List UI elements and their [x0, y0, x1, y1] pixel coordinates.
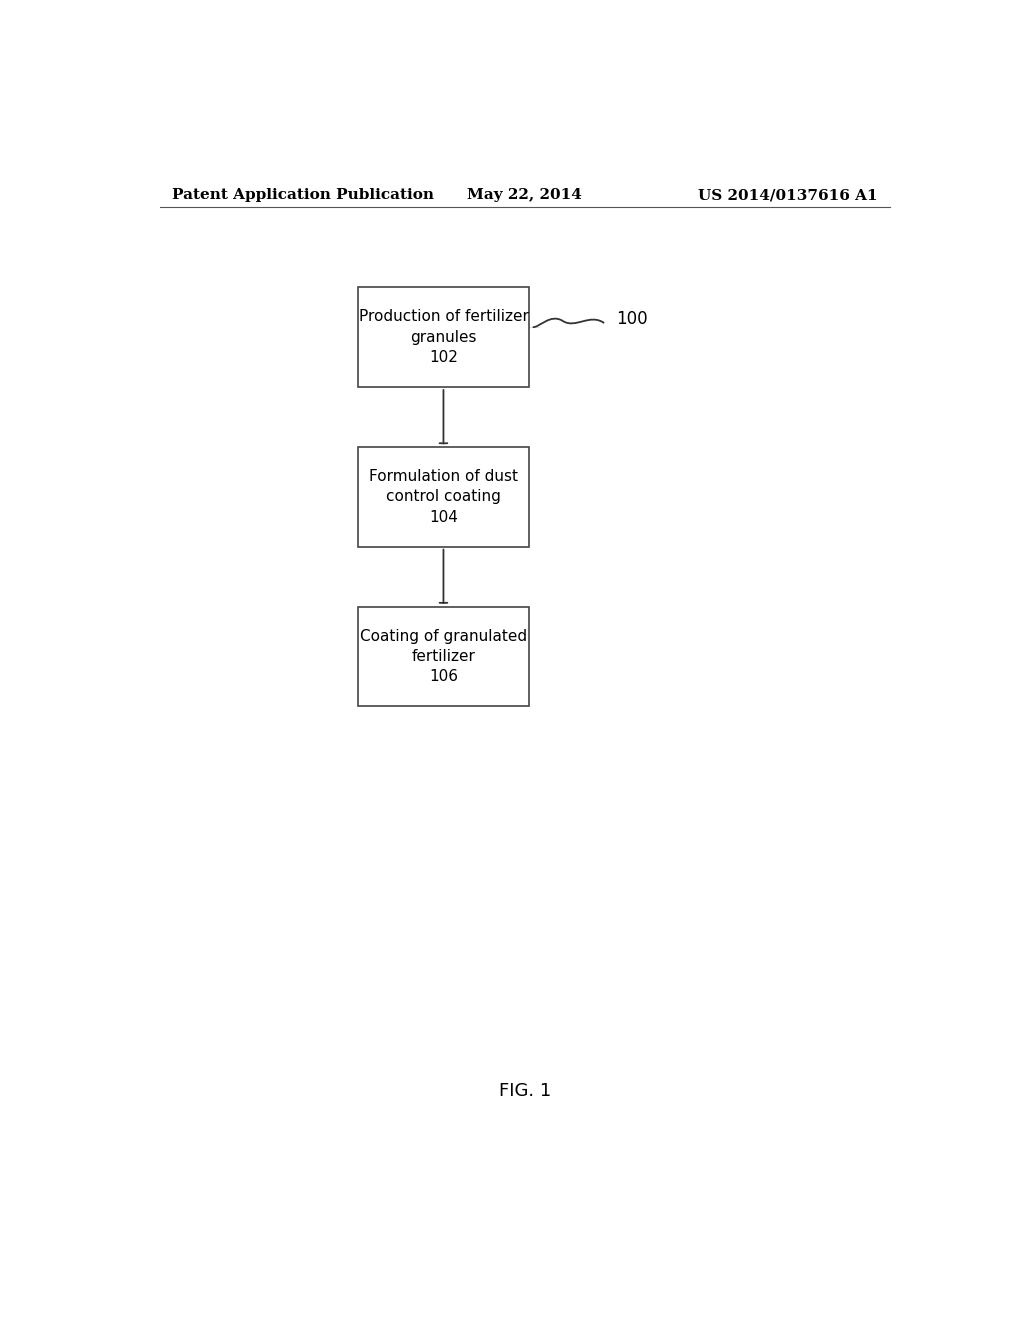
- Text: FIG. 1: FIG. 1: [499, 1082, 551, 1101]
- Text: May 22, 2014: May 22, 2014: [467, 189, 583, 202]
- FancyBboxPatch shape: [358, 288, 528, 387]
- FancyBboxPatch shape: [358, 447, 528, 546]
- Text: US 2014/0137616 A1: US 2014/0137616 A1: [698, 189, 878, 202]
- FancyBboxPatch shape: [358, 607, 528, 706]
- Text: Patent Application Publication: Patent Application Publication: [172, 189, 433, 202]
- Text: Production of fertilizer
granules
102: Production of fertilizer granules 102: [358, 309, 528, 366]
- Text: Coating of granulated
fertilizer
106: Coating of granulated fertilizer 106: [359, 628, 527, 684]
- Text: Formulation of dust
control coating
104: Formulation of dust control coating 104: [369, 469, 518, 525]
- Text: 100: 100: [616, 310, 648, 327]
